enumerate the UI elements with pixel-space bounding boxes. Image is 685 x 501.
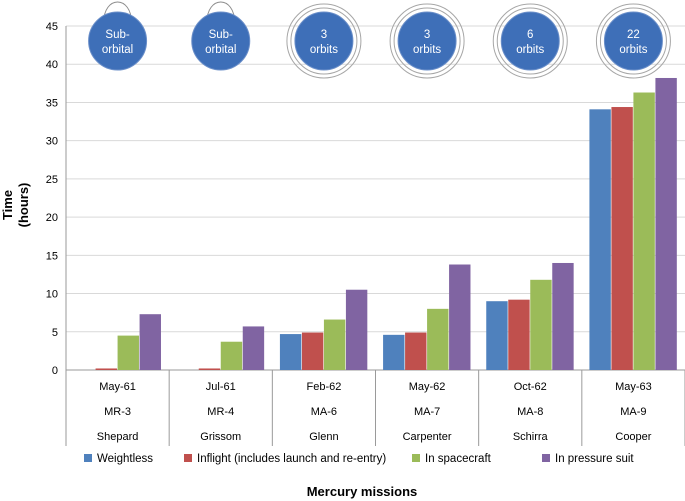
- mission-badge: Sub-orbital: [192, 2, 250, 70]
- y-axis-ticks: 0 5 10 15 20 25 30 35 40 45: [46, 21, 58, 377]
- legend-item: Inflight (includes launch and re-entry): [184, 453, 386, 465]
- legend-label: Inflight (includes launch and re-entry): [197, 453, 386, 465]
- category-mission-label: MR-3: [104, 406, 131, 418]
- badge-label-line: orbits: [413, 44, 441, 56]
- bar-in-mr-4: [221, 342, 242, 370]
- bar-weightless-ma-9: [589, 109, 610, 370]
- bar-in-ma-6: [324, 320, 345, 370]
- bar-inflight-ma-7: [405, 333, 426, 370]
- badge-label-line: 3: [424, 29, 430, 41]
- y-tick-label: 15: [46, 250, 58, 262]
- badge-label-line: 3: [321, 29, 327, 41]
- mission-badge: 3 orbits: [287, 4, 361, 78]
- legend-swatch: [184, 454, 192, 462]
- bar-inflight-mr-4: [199, 368, 220, 370]
- y-tick-label: 45: [46, 21, 58, 33]
- badge-label-line: 6: [527, 29, 533, 41]
- badge-circle: [604, 12, 662, 70]
- badge-circle: [192, 12, 250, 70]
- bar-inflight-ma-6: [302, 333, 323, 370]
- category-date-label: May-63: [615, 381, 652, 393]
- mission-badge: 6 orbits: [493, 4, 567, 78]
- category-table: May-61 MR-3 Shepard Jul-61 MR-4 Grissom Feb-62…: [66, 370, 685, 446]
- category-date-label: May-62: [409, 381, 446, 393]
- y-tick-label: 30: [46, 136, 58, 148]
- legend-item: In spacecraft: [412, 453, 492, 465]
- category-astronaut-label: Carpenter: [403, 431, 452, 443]
- badge-circle: [398, 12, 456, 70]
- bar-in-mr-3: [118, 336, 139, 370]
- category-astronaut-label: Cooper: [615, 431, 651, 443]
- badge-label-line: orbits: [310, 44, 338, 56]
- bar-in-ma-7: [449, 265, 470, 370]
- bar-in-mr-4: [243, 326, 264, 370]
- y-tick-label: 40: [46, 59, 58, 71]
- badge-circle: [295, 12, 353, 70]
- category-date-label: Jul-61: [206, 381, 236, 393]
- bar-inflight-ma-9: [611, 107, 632, 370]
- badge-label-line: Sub-: [105, 29, 129, 41]
- category-mission-label: MA-6: [311, 406, 337, 418]
- legend-swatch: [542, 454, 550, 462]
- bar-inflight-ma-8: [508, 300, 529, 370]
- badge-label-line: orbital: [102, 44, 133, 56]
- category-mission-label: MA-7: [414, 406, 440, 418]
- category-date-label: Feb-62: [306, 381, 341, 393]
- bar-weightless-ma-8: [486, 301, 507, 370]
- y-axis-title-line-1: Time: [0, 190, 15, 220]
- bar-in-ma-9: [633, 93, 654, 370]
- legend: Weightless Inflight (includes launch and …: [84, 453, 634, 465]
- bar-weightless-ma-6: [280, 334, 301, 370]
- legend-label: In pressure suit: [555, 453, 634, 465]
- legend-swatch: [84, 454, 92, 462]
- mercury-missions-chart: 0 5 10 15 20 25 30 35 40 45 May-61 MR-3 Shepard Jul-…: [0, 0, 685, 501]
- bar-in-ma-9: [655, 78, 676, 370]
- y-tick-label: 20: [46, 212, 58, 224]
- badge-circle: [501, 12, 559, 70]
- y-tick-label: 25: [46, 174, 58, 186]
- badge-label-line: orbits: [619, 44, 647, 56]
- category-mission-label: MR-4: [207, 406, 234, 418]
- category-mission-label: MA-9: [620, 406, 646, 418]
- badge-label-line: orbital: [205, 44, 236, 56]
- y-tick-label: 35: [46, 97, 58, 109]
- category-astronaut-label: Glenn: [309, 431, 338, 443]
- bar-in-ma-8: [552, 263, 573, 370]
- y-tick-label: 10: [46, 289, 58, 301]
- category-date-label: Oct-62: [514, 381, 547, 393]
- bar-in-ma-8: [530, 280, 551, 370]
- mission-badge: Sub-orbital: [89, 2, 147, 70]
- legend-item: In pressure suit: [542, 453, 634, 465]
- y-tick-label: 0: [52, 365, 58, 377]
- x-axis-title: Mercury missions: [307, 484, 418, 499]
- badge-circle: [89, 12, 147, 70]
- bar-inflight-mr-3: [96, 368, 117, 370]
- bar-weightless-ma-7: [383, 335, 404, 370]
- bar-in-ma-7: [427, 309, 448, 370]
- badge-label-line: Sub-: [209, 29, 233, 41]
- category-astronaut-label: Grissom: [200, 431, 241, 443]
- mission-badge: 3 orbits: [390, 4, 464, 78]
- bar-in-ma-6: [346, 290, 367, 370]
- bar-series: [96, 78, 677, 370]
- legend-swatch: [412, 454, 420, 462]
- category-date-label: May-61: [99, 381, 136, 393]
- bar-in-mr-3: [140, 314, 161, 370]
- badge-label-line: 22: [627, 29, 640, 41]
- category-astronaut-label: Schirra: [513, 431, 549, 443]
- legend-label: In spacecraft: [425, 453, 492, 465]
- mission-badge: 22 orbits: [596, 4, 670, 78]
- legend-item: Weightless: [84, 453, 153, 465]
- legend-label: Weightless: [97, 453, 153, 465]
- badge-label-line: orbits: [516, 44, 544, 56]
- mission-badges: Sub-orbitalSub-orbital3orbits3orbits6orb…: [89, 2, 671, 78]
- y-axis-title-line-2: (hours): [16, 183, 31, 228]
- category-astronaut-label: Shepard: [97, 431, 139, 443]
- category-mission-label: MA-8: [517, 406, 543, 418]
- y-tick-label: 5: [52, 327, 58, 339]
